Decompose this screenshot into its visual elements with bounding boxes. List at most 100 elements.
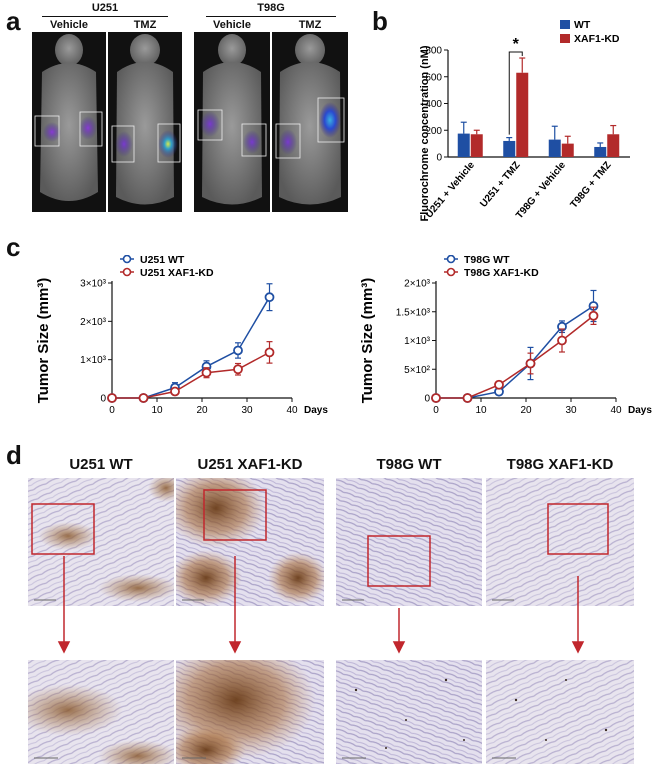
x-tick-label: 40: [286, 405, 298, 416]
bar: [594, 146, 607, 157]
y-tick-label: 1×10³: [404, 336, 431, 347]
x-axis-label: Days: [628, 405, 652, 416]
y-tick-label: 5×10²: [404, 365, 431, 376]
y-tick-label: 1×10³: [80, 355, 107, 366]
series-line: [436, 305, 594, 399]
panel-c-letter: c: [6, 232, 21, 262]
ihc-image-u251-wt: [28, 478, 174, 606]
x-axis-label: Days: [304, 405, 328, 416]
cond-label-u251-vehicle: Vehicle: [50, 19, 88, 31]
y-tick-label: 0: [436, 153, 442, 164]
panel-d-letter: d: [6, 440, 22, 470]
x-tick-label: 30: [241, 405, 253, 416]
bar: [516, 72, 529, 157]
ihc-zoom-t98g-wt: [336, 660, 482, 764]
bar: [503, 140, 516, 157]
ihc-title-t98g-xaf1kd: T98G XAF1-KD: [506, 456, 614, 473]
data-point: [525, 358, 536, 369]
ihc-title-u251-xaf1kd: U251 XAF1-KD: [197, 456, 303, 473]
ihc-zoom-u251-wt: [28, 660, 174, 764]
mouse-image-t98g-vehicle: [194, 32, 270, 212]
line-chart-t98g-tumor: 0 5×10² 1×10³ 1.5×10³ 2×10³ 0 10 20 30 40 Days Tumo…: [359, 255, 652, 416]
legend-label: XAF1-KD: [574, 33, 620, 45]
ihc-zoom-t98g-xaf1kd: [486, 660, 634, 764]
legend-swatch: [560, 34, 570, 43]
group-line-u251: [42, 16, 168, 17]
bar: [561, 143, 574, 157]
cond-label-t98g-tmz: TMZ: [298, 19, 322, 31]
data-point: [462, 393, 473, 403]
ihc-zoom-u251-xaf1kd: [176, 660, 324, 764]
legend-marker: [446, 267, 456, 277]
bar: [548, 139, 561, 157]
x-tick-label: T98G + TMZ: [569, 160, 614, 211]
y-tick-label: 600: [425, 72, 442, 83]
panel-b-letter: b: [372, 6, 388, 36]
y-tick-label: 2×10³: [80, 317, 107, 328]
series-line: [436, 315, 594, 399]
legend-label: U251 XAF1-KD: [140, 267, 214, 279]
data-point: [138, 393, 149, 403]
significance-star: *: [513, 36, 520, 53]
data-point: [233, 345, 243, 356]
data-point: [264, 292, 275, 303]
y-axis-label: Tumor Size (mm³): [35, 278, 52, 404]
ihc-image-u251-xaf1kd: [176, 478, 324, 606]
legend-marker: [446, 255, 456, 264]
significance-bracket: [508, 51, 523, 135]
mouse-image-u251-tmz: [108, 32, 182, 212]
legend-label: T98G WT: [464, 255, 510, 266]
cond-label-t98g-vehicle: Vehicle: [213, 19, 251, 31]
bar: [457, 133, 470, 157]
legend-marker: [122, 255, 132, 264]
x-tick-label: 20: [520, 405, 532, 416]
group-label-u251: U251: [91, 2, 119, 14]
ihc-title-t98g-wt: T98G WT: [376, 456, 442, 473]
x-tick-label: 0: [109, 405, 115, 416]
y-tick-label: 3×10³: [80, 279, 107, 290]
data-point: [233, 364, 243, 375]
data-point: [107, 393, 117, 403]
ihc-image-t98g-xaf1kd: [486, 478, 634, 606]
mouse-image-t98g-tmz: [272, 32, 348, 212]
mouse-image-u251-vehicle: [32, 32, 106, 212]
data-point: [494, 379, 504, 390]
x-tick-label: 10: [151, 405, 163, 416]
data-point: [557, 335, 567, 346]
x-tick-label: 20: [196, 405, 208, 416]
zoom-arrows: [57, 556, 585, 654]
y-tick-label: 400: [425, 99, 442, 110]
legend-label: WT: [574, 19, 591, 31]
group-line-t98g: [206, 16, 336, 17]
line-chart-u251-tumor: 0 1×10³ 2×10³ 3×10³ 0 10 20 30 40 Days Tumor Size …: [35, 255, 328, 416]
x-tick-label: 10: [475, 405, 487, 416]
legend-marker: [122, 267, 132, 277]
bar: [607, 134, 620, 157]
y-tick-label: 200: [425, 126, 442, 137]
ihc-title-u251-wt: U251 WT: [69, 456, 133, 473]
x-tick-label: 30: [565, 405, 577, 416]
x-tick-label: U251 + TMZ: [478, 160, 522, 210]
group-label-t98g: T98G: [257, 2, 285, 14]
cond-label-u251-tmz: TMZ: [133, 19, 157, 31]
x-tick-label: U251 + Vehicle: [424, 160, 478, 221]
legend-label: T98G XAF1-KD: [464, 267, 539, 279]
series-line: [112, 351, 270, 399]
ihc-image-t98g-wt: [336, 478, 482, 606]
y-tick-label: 0: [424, 394, 430, 405]
x-tick-label: 40: [610, 405, 622, 416]
legend-swatch: [560, 20, 570, 29]
x-tick-label: T98G + Vehicle: [514, 160, 568, 222]
y-axis-label: Tumor Size (mm³): [359, 278, 376, 404]
data-point: [264, 347, 275, 358]
y-axis-label: Fluorochrome concentration (nM): [419, 45, 431, 221]
data-point: [170, 386, 180, 397]
y-tick-label: 2×10³: [404, 279, 431, 290]
bar: [470, 134, 483, 157]
panel-a-letter: a: [6, 6, 21, 36]
legend-label: U251 WT: [140, 255, 185, 266]
data-point: [431, 393, 441, 403]
data-point: [588, 310, 599, 321]
y-tick-label: 800: [425, 46, 442, 57]
